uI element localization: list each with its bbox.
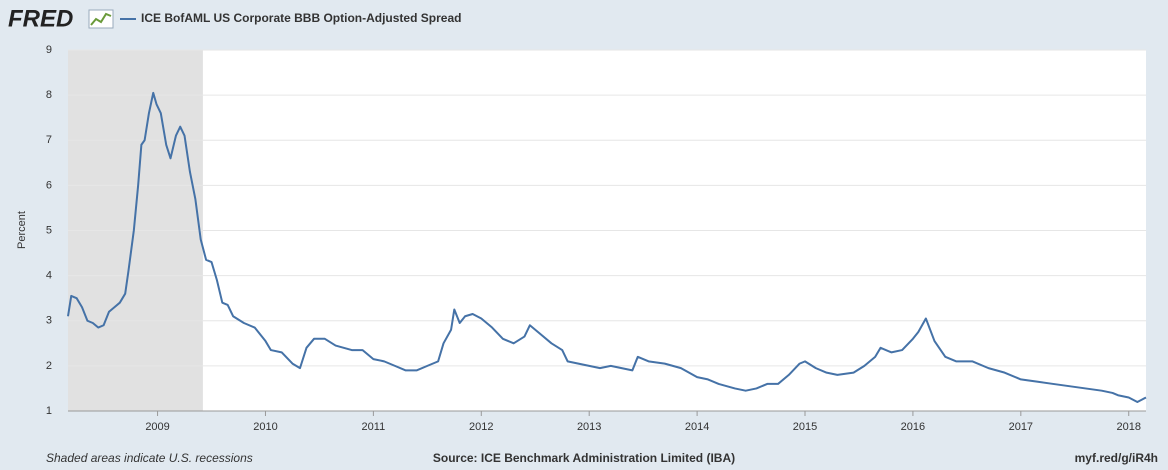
- x-tick-label: 2012: [469, 421, 493, 433]
- y-tick-label: 5: [46, 224, 52, 236]
- x-tick-label: 2017: [1009, 421, 1033, 433]
- y-tick-label: 1: [46, 405, 52, 417]
- x-tick-label: 2009: [145, 421, 169, 433]
- logo-icon: [88, 9, 114, 29]
- x-tick-label: 2016: [901, 421, 925, 433]
- y-tick-label: 3: [46, 315, 52, 327]
- y-tick-label: 4: [46, 270, 52, 282]
- y-tick-label: 9: [46, 44, 52, 56]
- y-tick-label: 2: [46, 360, 52, 372]
- recession-note: Shaded areas indicate U.S. recessions: [46, 451, 253, 465]
- source: Source: ICE Benchmark Administration Lim…: [433, 451, 735, 465]
- legend-label: ICE BofAML US Corporate BBB Option-Adjus…: [141, 11, 461, 25]
- series-line: [67, 91, 1147, 403]
- x-tick-label: 2015: [793, 421, 817, 433]
- link: myf.red/g/iR4h: [1075, 451, 1158, 465]
- y-axis-label: Percent: [16, 211, 28, 249]
- x-tick-label: 2014: [685, 421, 709, 433]
- y-tick-label: 7: [46, 134, 52, 146]
- y-tick-label: 8: [46, 89, 52, 101]
- x-tick-label: 2011: [362, 421, 386, 433]
- x-tick-label: 2018: [1116, 421, 1140, 433]
- logo: FRED: [8, 5, 73, 32]
- x-tick-label: 2013: [577, 421, 601, 433]
- x-tick-label: 2010: [253, 421, 277, 433]
- y-tick-label: 6: [46, 179, 52, 191]
